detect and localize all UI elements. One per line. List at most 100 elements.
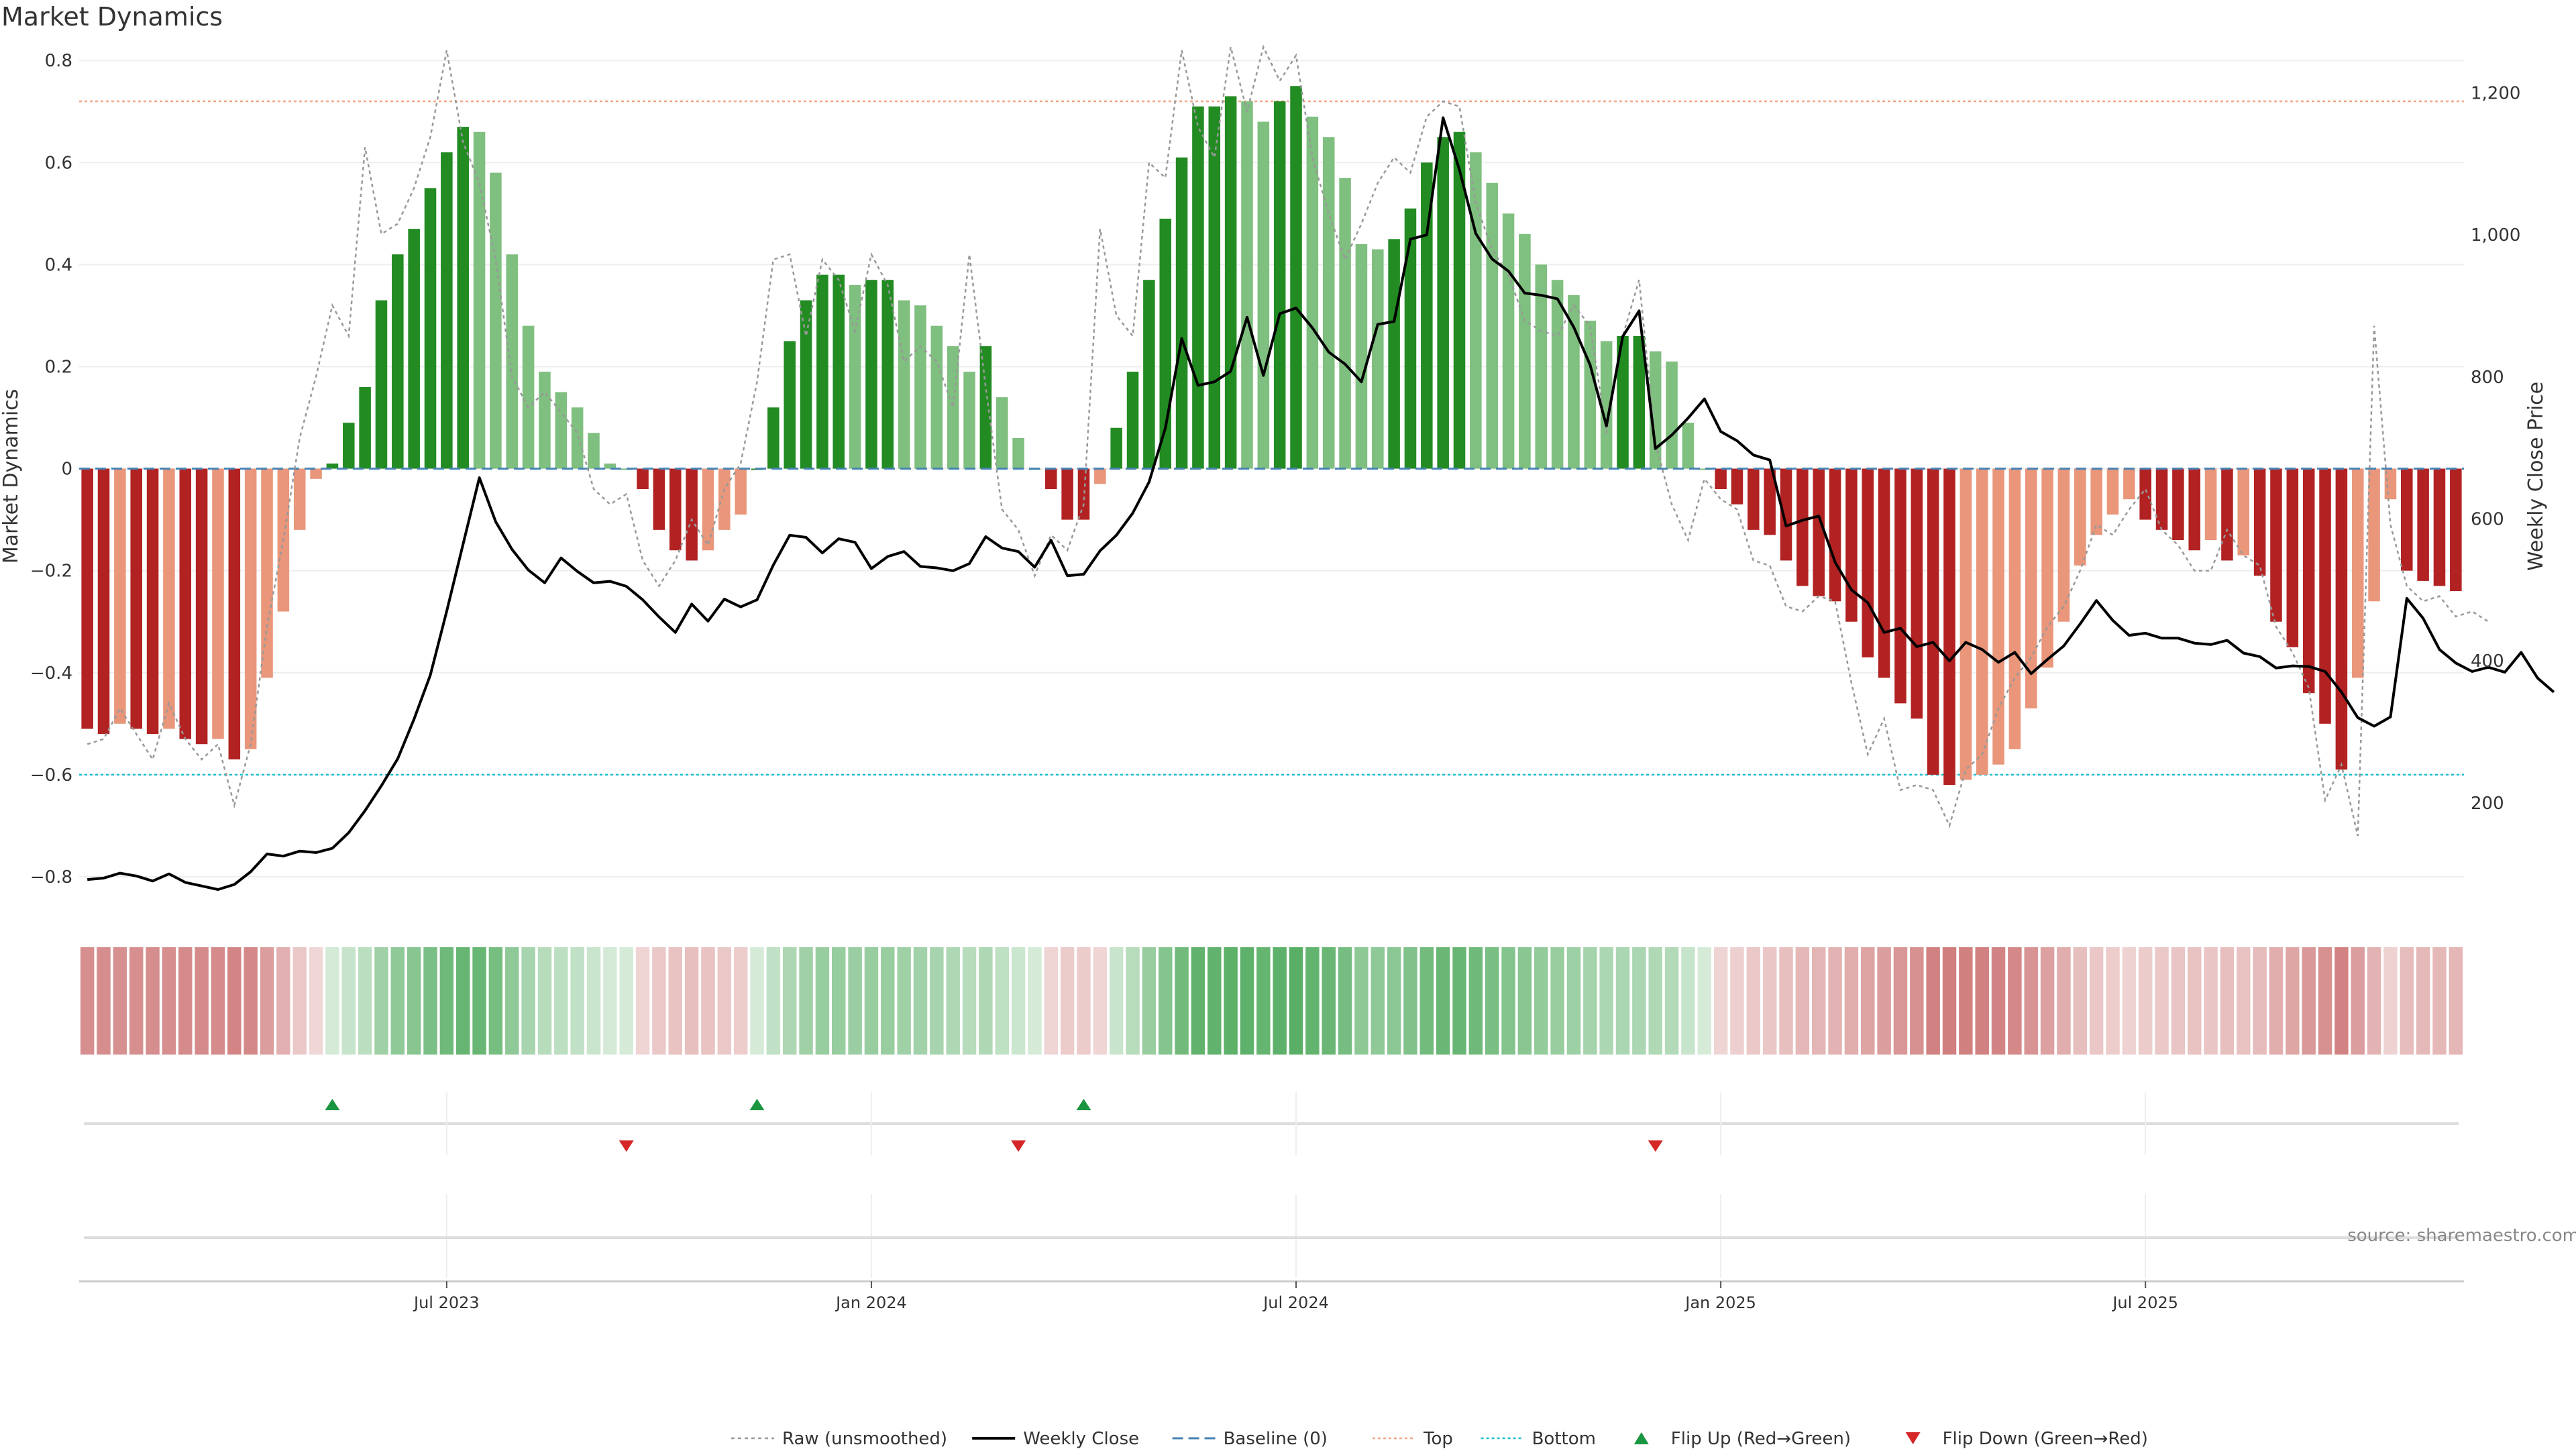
regime-cell xyxy=(211,947,225,1055)
dynamics-bar xyxy=(1143,280,1155,469)
regime-cell xyxy=(635,947,650,1055)
dynamics-bar xyxy=(996,397,1008,469)
regime-cell xyxy=(1436,947,1450,1055)
regime-cell xyxy=(325,947,339,1055)
dynamics-bar xyxy=(784,341,796,469)
regime-cell xyxy=(129,947,144,1055)
dynamics-bar xyxy=(1748,468,1760,530)
regime-cell xyxy=(619,947,633,1055)
regime-cell xyxy=(1501,947,1515,1055)
regime-cell xyxy=(407,947,421,1055)
dynamics-bar xyxy=(1519,233,1531,469)
dynamics-bar xyxy=(1600,341,1613,469)
regime-cell xyxy=(1403,947,1417,1055)
dynamics-bar xyxy=(195,468,208,745)
dynamics-bar xyxy=(1927,468,1939,775)
dynamics-bar xyxy=(163,468,175,729)
dynamics-bar xyxy=(244,468,257,749)
dynamics-bar xyxy=(1192,106,1204,469)
dynamics-bar xyxy=(1829,468,1841,602)
y2-tick-label: 200 xyxy=(2471,794,2504,814)
flip-up-marker xyxy=(1076,1099,1091,1110)
regime-cell xyxy=(276,947,290,1055)
dynamics-bar xyxy=(2286,468,2299,647)
regime-cell xyxy=(2138,947,2153,1055)
dynamics-bar xyxy=(1960,468,1972,780)
y-tick-label: −0.4 xyxy=(30,663,72,684)
dynamics-bar xyxy=(1453,131,1466,469)
regime-cell xyxy=(2220,947,2235,1055)
dynamics-bar xyxy=(179,468,192,739)
y2-tick-label: 1,200 xyxy=(2471,84,2520,104)
flip-down-marker xyxy=(1011,1140,1026,1152)
dynamics-bar xyxy=(2204,468,2217,541)
regime-cell xyxy=(1159,947,1173,1055)
y-tick-label: −0.2 xyxy=(30,561,72,582)
dynamics-bar xyxy=(1372,249,1384,469)
regime-cell xyxy=(897,947,911,1055)
y2-tick-label: 600 xyxy=(2471,510,2504,530)
dynamics-bar xyxy=(1649,351,1662,469)
dynamics-bar xyxy=(326,463,339,469)
dynamics-bar xyxy=(898,300,910,469)
regime-cell xyxy=(881,947,895,1055)
dynamics-bar xyxy=(114,468,126,724)
regime-cell xyxy=(2367,947,2381,1055)
y-tick-label: 0 xyxy=(61,460,72,480)
dynamics-bar xyxy=(146,468,159,735)
dynamics-bar xyxy=(1045,468,1057,490)
regime-cell xyxy=(1273,947,1287,1055)
regime-cell xyxy=(2416,947,2430,1055)
regime-cell xyxy=(962,947,977,1055)
regime-cell xyxy=(1730,947,1744,1055)
regime-cell xyxy=(537,947,552,1055)
dynamics-bar xyxy=(865,280,877,469)
dynamics-bar xyxy=(1535,264,1548,469)
dynamics-bar xyxy=(473,131,486,469)
regime-cell xyxy=(1044,947,1059,1055)
regime-cell xyxy=(2449,947,2463,1055)
regime-cell xyxy=(505,947,519,1055)
dynamics-bar xyxy=(2253,468,2266,576)
regime-cell xyxy=(2302,947,2316,1055)
dynamics-bar xyxy=(2139,468,2151,520)
dynamics-bar xyxy=(2351,468,2364,678)
dynamics-bar xyxy=(637,468,649,490)
regime-cell xyxy=(1485,947,1499,1055)
y-axis-left-ticks: 0.8 0.6 0.4 0.2 0 −0.2 −0.4 −0.6 −0.8 xyxy=(30,51,72,888)
y-axis-right-ticks: 200 400 600 800 1,000 1,200 xyxy=(2471,84,2520,814)
dynamics-bar xyxy=(1796,468,1809,586)
dynamics-bar xyxy=(2090,468,2102,535)
dynamics-bar xyxy=(2319,468,2331,724)
flip-up-marker xyxy=(749,1099,765,1110)
regime-cell xyxy=(1959,947,1973,1055)
regime-cell xyxy=(1338,947,1352,1055)
dynamics-bar xyxy=(2025,468,2037,709)
regime-cell xyxy=(668,947,682,1055)
legend-item: Raw (unsmoothed) xyxy=(731,1429,947,1449)
regime-cell xyxy=(1534,947,1548,1055)
y2-tick-label: 1,000 xyxy=(2471,225,2520,246)
dynamics-bar xyxy=(2237,468,2250,555)
regime-cell xyxy=(1305,947,1320,1055)
regime-cell xyxy=(733,947,748,1055)
regime-cell xyxy=(1452,947,1466,1055)
dynamics-bar xyxy=(767,407,780,469)
regime-cell xyxy=(2432,947,2447,1055)
dynamics-bar xyxy=(2172,468,2184,541)
dynamics-bar xyxy=(1862,468,1874,657)
dynamics-bar xyxy=(1584,321,1597,469)
dynamics-bar xyxy=(1339,178,1351,469)
regime-cell xyxy=(146,947,160,1055)
regime-cell xyxy=(864,947,879,1055)
dynamics-bar xyxy=(588,433,600,469)
regime-cell xyxy=(2334,947,2349,1055)
dynamics-bar xyxy=(1813,468,1825,596)
regime-cell xyxy=(2237,947,2251,1055)
regime-cell xyxy=(97,947,111,1055)
regime-cell xyxy=(113,947,127,1055)
regime-cell xyxy=(472,947,486,1055)
regime-cell xyxy=(455,947,470,1055)
legend-flip-up-icon xyxy=(1633,1432,1649,1444)
regime-cell xyxy=(1877,947,1891,1055)
